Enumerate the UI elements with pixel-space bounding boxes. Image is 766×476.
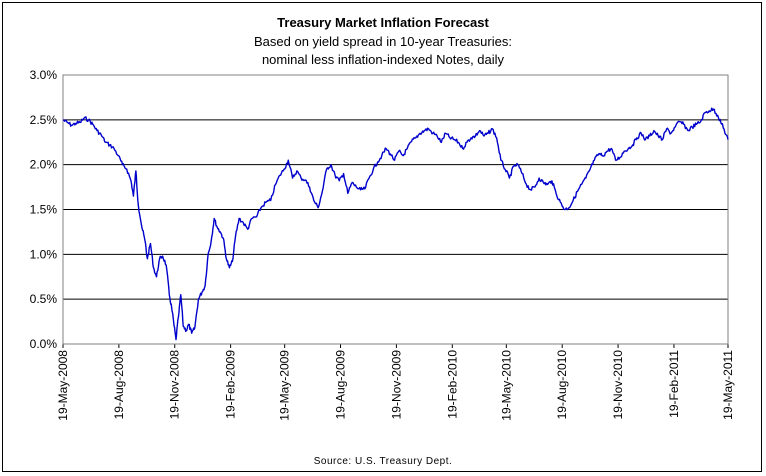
x-tick-label: 19-May-2011 [721, 350, 735, 420]
gridlines [62, 75, 728, 345]
x-tick-label: 19-May-2010 [499, 350, 513, 421]
y-tick-label: 2.0% [30, 158, 58, 172]
x-tick-label: 19-Aug-2010 [555, 350, 569, 420]
line-chart: Treasury Market Inflation Forecast Based… [30, 15, 735, 467]
chart-subtitle-line-1: Based on yield spread in 10-year Treasur… [254, 34, 512, 49]
x-tick-label: 19-Feb-2011 [667, 350, 681, 418]
series-group [62, 107, 729, 341]
x-tick-label: 19-Feb-2009 [224, 350, 238, 419]
x-tick-label: 19-Aug-2008 [112, 350, 126, 420]
chart-frame: Treasury Market Inflation Forecast Based… [2, 2, 762, 472]
x-tick-label: 19-Aug-2009 [334, 350, 348, 420]
chart-subtitle-line-2: nominal less inflation-indexed Notes, da… [262, 52, 505, 67]
x-axis-ticks: 19-May-2008 19-Aug-2008 19-Nov-2008 19-Feb-… [56, 344, 735, 421]
y-tick-label: 1.0% [30, 247, 58, 261]
y-tick-label: 0.5% [30, 292, 58, 306]
y-axis-ticks: 0.0% 0.5% 1.0% 1.5% 2.0% 2.5% 3.0% [30, 68, 58, 351]
x-tick-label: 19-Feb-2010 [445, 350, 459, 419]
y-tick-label: 2.5% [30, 113, 58, 127]
x-tick-label: 19-Nov-2009 [389, 350, 403, 420]
x-tick-label: 19-Nov-2008 [168, 350, 182, 420]
x-tick-label: 19-May-2008 [56, 350, 70, 421]
x-tick-label: 19-Nov-2010 [611, 350, 625, 420]
y-tick-label: 1.5% [30, 203, 58, 217]
plot-area-border [62, 74, 729, 345]
x-tick-label: 19-May-2009 [278, 350, 292, 421]
chart-title: Treasury Market Inflation Forecast [277, 15, 489, 30]
y-tick-label: 0.0% [30, 337, 58, 351]
series-line [62, 107, 729, 341]
y-tick-label: 3.0% [30, 68, 58, 82]
source-note: Source: U.S. Treasury Dept. [314, 456, 453, 467]
